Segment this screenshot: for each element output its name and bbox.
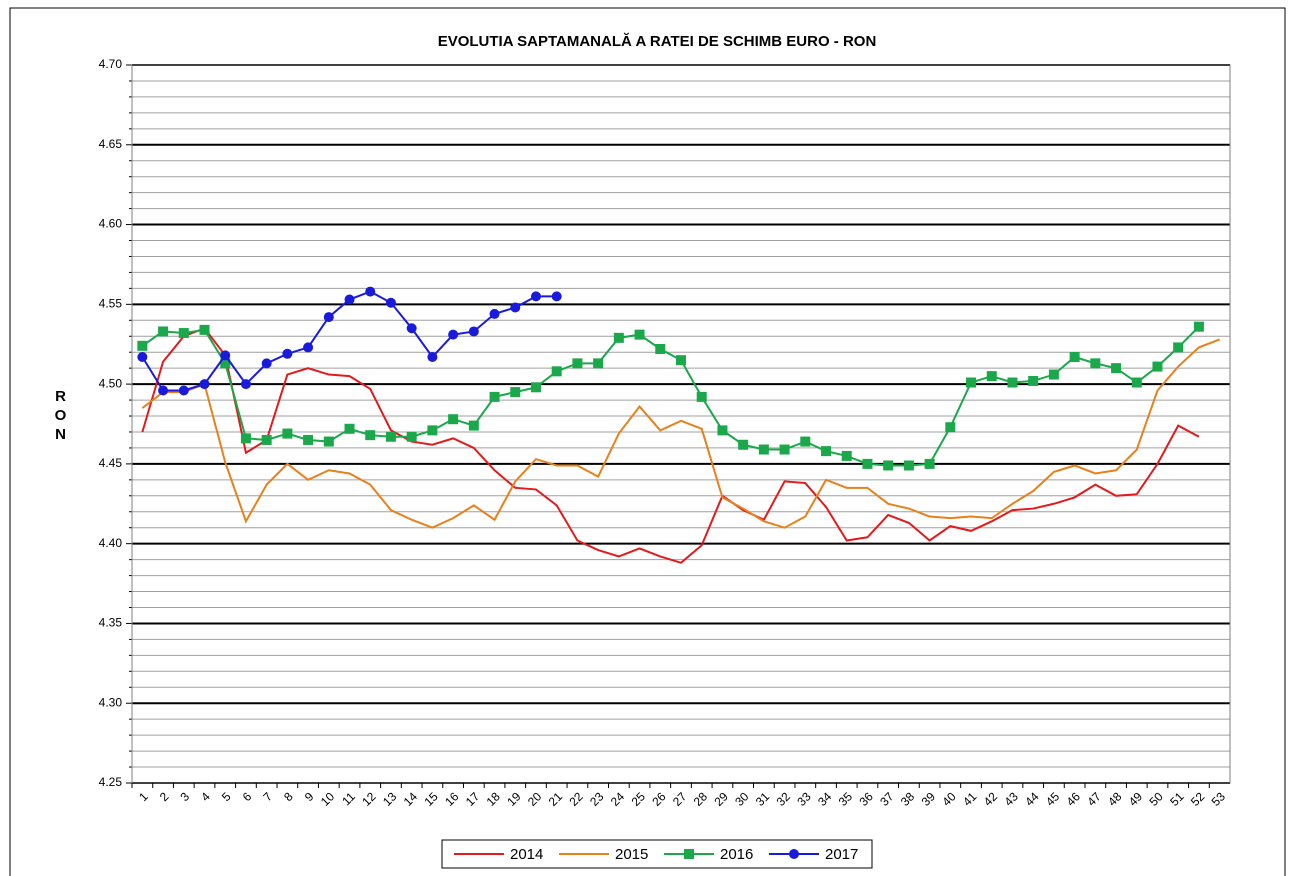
data-point [282,428,293,439]
data-point [199,379,210,390]
data-point [448,329,459,340]
legend-marker [684,849,694,859]
data-point [261,434,272,445]
data-point [530,382,541,393]
data-point [1048,369,1059,380]
data-point [738,439,749,450]
data-point [158,385,169,396]
y-tick-label: 4.35 [99,616,123,630]
data-point [178,328,189,339]
data-point [717,425,728,436]
data-point [1173,342,1184,353]
data-point [261,358,272,369]
data-point [1007,377,1018,388]
data-point [489,308,500,319]
data-point [303,434,314,445]
legend-marker [789,849,799,859]
data-point [676,355,686,366]
data-point [344,294,355,305]
series-line [141,338,1220,529]
data-point [510,387,521,398]
y-tick-label: 4.30 [99,695,123,709]
data-point [903,460,914,471]
data-point [240,433,251,444]
data-point [365,286,376,297]
data-point [406,323,417,334]
data-point [696,391,707,402]
data-point [862,458,873,469]
data-point [655,344,666,355]
data-point [137,340,148,351]
y-tick-label: 4.65 [99,137,123,151]
series-line [141,325,1200,467]
legend-label: 2017 [825,846,858,863]
data-point [158,326,169,337]
data-point [385,431,396,442]
y-tick-label: 4.25 [99,775,123,789]
data-point [758,444,769,455]
data-point [966,377,977,388]
data-point [427,425,438,436]
y-tick-label: 4.70 [99,57,123,71]
data-point [406,431,417,442]
data-point [448,414,459,425]
data-point [427,351,438,362]
data-point [841,450,852,461]
y-axis-title: RON [52,388,69,445]
data-point [1131,377,1142,388]
data-point [137,351,148,362]
legend-label: 2014 [510,846,543,863]
data-point [220,358,231,369]
y-tick-label: 4.45 [99,456,123,470]
data-point [220,350,231,361]
data-point [779,444,790,455]
data-point [1069,351,1080,362]
legend-label: 2015 [615,846,648,863]
data-point [468,326,479,337]
data-point [240,379,251,390]
data-point [530,291,541,302]
data-point [572,358,583,369]
data-point [551,366,562,377]
data-point [282,348,293,359]
y-tick-label: 4.60 [99,217,123,231]
data-point [821,446,832,457]
data-point [1090,358,1101,369]
y-tick-label: 4.40 [99,536,123,550]
data-point [924,458,935,469]
data-point [1193,321,1204,332]
data-point [986,371,997,382]
data-point [344,423,355,434]
data-point [323,312,334,323]
data-point [634,329,645,340]
data-point [303,342,314,353]
data-point [323,436,334,447]
data-point [385,297,396,308]
y-tick-label: 4.50 [99,376,123,390]
data-point [1152,361,1163,372]
chart-title: EVOLUTIA SAPTAMANALĂ A RATEI DE SCHIMB E… [438,33,877,50]
plot-area [132,65,1230,783]
data-point [593,358,604,369]
data-point [1111,363,1122,374]
data-point [468,420,479,431]
data-point [365,430,376,441]
data-point [1028,375,1039,386]
data-point [883,460,894,471]
data-point [800,436,811,447]
legend-box [441,839,873,869]
series-line [141,327,1200,564]
data-point [199,324,210,335]
plot-border [131,64,1231,784]
legend-label: 2016 [720,846,753,863]
data-point [945,422,956,433]
data-point [613,332,624,343]
data-point [178,385,189,396]
data-point [551,291,562,302]
y-tick-label: 4.55 [99,297,123,311]
data-point [489,391,500,402]
data-point [510,302,521,313]
